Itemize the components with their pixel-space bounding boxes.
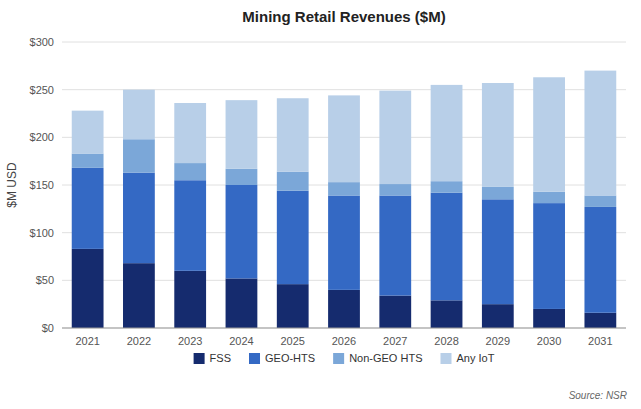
y-tick-label: $300 [30, 36, 54, 48]
x-tick-label: 2029 [486, 335, 510, 347]
bar-segment [174, 180, 206, 271]
bar-segment [72, 168, 104, 249]
bar-segment [277, 284, 309, 328]
bar-segment [328, 195, 360, 289]
y-tick-label: $200 [30, 131, 54, 143]
bars [72, 71, 617, 328]
bar-segment [328, 182, 360, 195]
x-tick-label: 2021 [75, 335, 99, 347]
x-tick-label: 2030 [537, 335, 561, 347]
x-tick-label: 2027 [383, 335, 407, 347]
bar-segment [123, 263, 155, 328]
bar-segment [226, 169, 258, 185]
bar-segment [431, 300, 463, 328]
grid [62, 42, 626, 328]
bar-segment [482, 304, 514, 328]
x-axis-line [62, 328, 626, 329]
x-tick-label: 2023 [178, 335, 202, 347]
bar-segment [482, 187, 514, 199]
bar-segment [482, 199, 514, 304]
bar-segment [379, 296, 411, 328]
y-axis-label: $M USD [5, 162, 19, 208]
bar-segment [328, 290, 360, 328]
bar-segment [431, 181, 463, 192]
bar-segment [174, 271, 206, 328]
bar-segment [431, 193, 463, 301]
bar-segment [226, 100, 258, 169]
x-tick-label: 2026 [332, 335, 356, 347]
title: Mining Retail Revenues ($M) [242, 8, 445, 25]
bar-segment [533, 203, 565, 309]
x-tick-label: 2024 [229, 335, 253, 347]
y-tick-label: $50 [36, 274, 54, 286]
grid-line [62, 328, 626, 329]
bar-segment [533, 309, 565, 328]
bar-segment [431, 85, 463, 181]
legend: FSS GEO-HTS Non-GEO HTS Any IoT [194, 352, 495, 364]
bar-segment [328, 95, 360, 182]
chart: Mining Retail Revenues ($M) $M USD $0 $50 $1… [0, 0, 641, 409]
bar-segment [584, 71, 616, 196]
bar-segment [72, 111, 104, 154]
bar-segment [379, 195, 411, 295]
x-tick-label: 2022 [127, 335, 151, 347]
grid-line [62, 42, 626, 43]
bar-segment [277, 191, 309, 284]
legend-swatch [194, 353, 205, 364]
legend-label: FSS [210, 352, 231, 364]
bar-segment [584, 207, 616, 313]
y-tick-label: $150 [30, 179, 54, 191]
bar-segment [379, 91, 411, 184]
bar-segment [174, 103, 206, 163]
bar-segment [277, 98, 309, 171]
bar-segment [123, 139, 155, 172]
bar-segment [277, 172, 309, 191]
legend-label: Non-GEO HTS [349, 352, 422, 364]
bar-segment [174, 163, 206, 180]
legend-swatch [440, 353, 451, 364]
x-tick-label: 2025 [280, 335, 304, 347]
legend-swatch [333, 353, 344, 364]
bar-segment [533, 77, 565, 191]
source-note: Source: NSR [569, 390, 627, 401]
x-tick-label: 2031 [588, 335, 612, 347]
legend-label: Any IoT [456, 352, 494, 364]
y-tick-label: $0 [42, 322, 54, 334]
y-tick-label: $100 [30, 227, 54, 239]
legend-swatch [249, 353, 260, 364]
bar-segment [226, 278, 258, 328]
bar-segment [123, 173, 155, 264]
y-tick-label: $250 [30, 84, 54, 96]
bar-segment [379, 184, 411, 195]
x-tick-label: 2028 [434, 335, 458, 347]
bar-segment [123, 90, 155, 140]
bar-segment [584, 313, 616, 328]
bar-segment [482, 83, 514, 187]
bar-segment [226, 185, 258, 278]
bar-segment [584, 195, 616, 206]
bar-segment [72, 154, 104, 168]
bar-segment [72, 249, 104, 328]
bar-segment [533, 192, 565, 203]
legend-label: GEO-HTS [265, 352, 315, 364]
